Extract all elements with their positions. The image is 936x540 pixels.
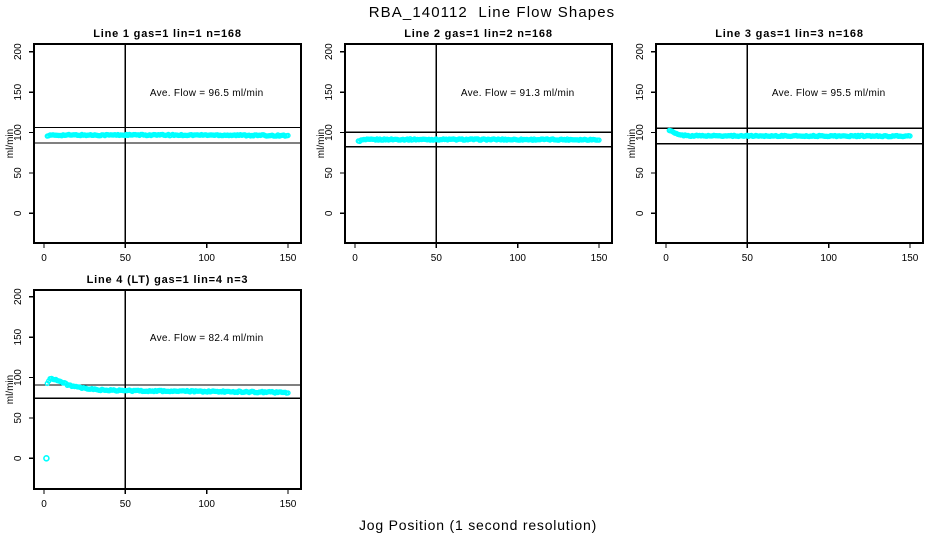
subplot-3-title: Line 3 gas=1 lin=3 n=168 bbox=[715, 28, 864, 40]
y-tick-label: 150 bbox=[13, 83, 24, 100]
data-points bbox=[43, 375, 291, 462]
y-tick-label: 200 bbox=[13, 288, 24, 305]
x-tick-label: 50 bbox=[120, 253, 132, 264]
ave-flow-annotation: Ave. Flow = 82.4 ml/min bbox=[150, 333, 264, 344]
y-axis-label: ml/min bbox=[5, 129, 16, 158]
y-tick-label: 100 bbox=[324, 124, 335, 141]
y-tick-label: 150 bbox=[324, 83, 335, 100]
x-tick-label: 100 bbox=[509, 253, 526, 264]
data-point bbox=[596, 137, 602, 143]
data-point bbox=[285, 390, 291, 396]
subplot-4: Line 4 (LT) gas=1 lin=4 n=3 0 50 100 150 0 50 1… bbox=[5, 274, 302, 510]
y-tick-label: 50 bbox=[635, 167, 646, 179]
x-tick-label: 0 bbox=[41, 253, 47, 264]
x-tick-label: 0 bbox=[663, 253, 669, 264]
x-tick-label: 100 bbox=[198, 499, 215, 510]
x-tick-label: 150 bbox=[902, 253, 919, 264]
y-tick-label: 50 bbox=[13, 167, 24, 179]
y-axis-label: ml/min bbox=[5, 375, 16, 404]
y-tick-label: 100 bbox=[13, 369, 24, 386]
plot-box bbox=[33, 289, 302, 490]
x-tick-label: 0 bbox=[352, 253, 358, 264]
x-tick-label: 150 bbox=[280, 499, 297, 510]
ave-flow-annotation: Ave. Flow = 96.5 ml/min bbox=[150, 88, 264, 99]
x-tick-label: 50 bbox=[431, 253, 443, 264]
x-tick-label: 50 bbox=[120, 499, 132, 510]
y-tick-label: 0 bbox=[324, 210, 335, 216]
plot-box bbox=[344, 43, 613, 244]
x-tick-label: 150 bbox=[280, 253, 297, 264]
chart-main-title: RBA_140112 Line Flow Shapes bbox=[368, 4, 616, 21]
subplot-1-title: Line 1 gas=1 lin=1 n=168 bbox=[93, 28, 242, 40]
data-points bbox=[666, 127, 913, 140]
y-axis-label: ml/min bbox=[627, 129, 638, 158]
data-points bbox=[355, 136, 602, 145]
ave-flow-annotation: Ave. Flow = 95.5 ml/min bbox=[772, 88, 886, 99]
y-tick-label: 200 bbox=[324, 43, 335, 60]
y-tick-label: 100 bbox=[13, 124, 24, 141]
x-tick-label: 50 bbox=[742, 253, 754, 264]
data-points bbox=[44, 131, 291, 139]
y-tick-label: 0 bbox=[13, 210, 24, 216]
ave-flow-annotation: Ave. Flow = 91.3 ml/min bbox=[461, 88, 575, 99]
outlier-point bbox=[43, 454, 50, 462]
y-tick-label: 0 bbox=[635, 210, 646, 216]
data-point bbox=[285, 132, 291, 139]
subplot-1: Line 1 gas=1 lin=1 n=168 0 50 100 150 0 50 100 1… bbox=[5, 28, 302, 264]
y-tick-label: 50 bbox=[324, 167, 335, 179]
subplot-4-title: Line 4 (LT) gas=1 lin=4 n=3 bbox=[87, 274, 249, 286]
shared-x-axis-label: Jog Position (1 second resolution) bbox=[358, 517, 598, 533]
subplot-3: Line 3 gas=1 lin=3 n=168 0 50 100 150 0 50 100 1… bbox=[627, 28, 924, 264]
y-tick-label: 50 bbox=[13, 412, 24, 424]
y-tick-label: 150 bbox=[635, 83, 646, 100]
y-tick-label: 100 bbox=[635, 124, 646, 141]
y-axis-label: ml/min bbox=[316, 129, 327, 158]
data-point bbox=[907, 133, 913, 139]
x-tick-label: 150 bbox=[591, 253, 608, 264]
y-tick-label: 0 bbox=[13, 455, 24, 461]
subplot-2-title: Line 2 gas=1 lin=2 n=168 bbox=[404, 28, 553, 40]
y-tick-label: 150 bbox=[13, 328, 24, 345]
subplot-2: Line 2 gas=1 lin=2 n=168 0 50 100 150 0 50 100 1… bbox=[316, 28, 613, 264]
x-tick-label: 100 bbox=[820, 253, 837, 264]
y-tick-label: 200 bbox=[635, 43, 646, 60]
x-tick-label: 100 bbox=[198, 253, 215, 264]
y-tick-label: 200 bbox=[13, 43, 24, 60]
x-tick-label: 0 bbox=[41, 499, 47, 510]
